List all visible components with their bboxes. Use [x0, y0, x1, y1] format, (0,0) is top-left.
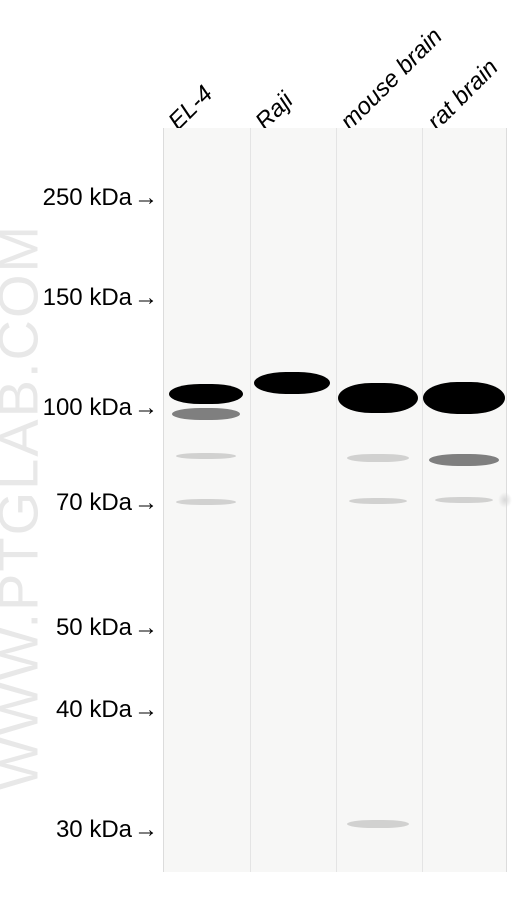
marker-text: 30 kDa: [56, 816, 132, 843]
band: [176, 499, 236, 505]
marker-label: 50 kDa→: [56, 614, 158, 642]
arrow-icon: →: [134, 184, 158, 212]
smudge: [498, 492, 512, 508]
arrow-icon: →: [134, 816, 158, 844]
band: [423, 382, 505, 414]
band: [338, 383, 418, 413]
arrow-icon: →: [134, 284, 158, 312]
lane-label: rat brain: [422, 54, 504, 136]
blot-figure: EL-4 Raji mouse brain rat brain 250 kDa→…: [0, 0, 530, 903]
marker-label: 250 kDa→: [43, 184, 158, 212]
marker-label: 70 kDa→: [56, 489, 158, 517]
marker-label: 30 kDa→: [56, 816, 158, 844]
marker-text: 250 kDa: [43, 184, 132, 211]
arrow-icon: →: [134, 489, 158, 517]
band: [435, 497, 493, 503]
marker-label: 40 kDa→: [56, 696, 158, 724]
marker-text: 150 kDa: [43, 284, 132, 311]
lane-labels-group: EL-4 Raji mouse brain rat brain: [0, 0, 530, 140]
lane-separator: [422, 128, 423, 872]
band: [349, 498, 407, 504]
lane-separator: [250, 128, 251, 872]
marker-text: 50 kDa: [56, 614, 132, 641]
band: [347, 820, 409, 828]
marker-label: 150 kDa→: [43, 284, 158, 312]
band: [347, 454, 409, 462]
marker-text: 100 kDa: [43, 394, 132, 421]
band: [429, 454, 499, 466]
band: [169, 384, 243, 404]
marker-text: 70 kDa: [56, 489, 132, 516]
arrow-icon: →: [134, 696, 158, 724]
lane-separator: [336, 128, 337, 872]
band: [176, 453, 236, 459]
band: [254, 372, 330, 394]
marker-label: 100 kDa→: [43, 394, 158, 422]
band: [172, 408, 240, 420]
arrow-icon: →: [134, 394, 158, 422]
arrow-icon: →: [134, 614, 158, 642]
marker-text: 40 kDa: [56, 696, 132, 723]
